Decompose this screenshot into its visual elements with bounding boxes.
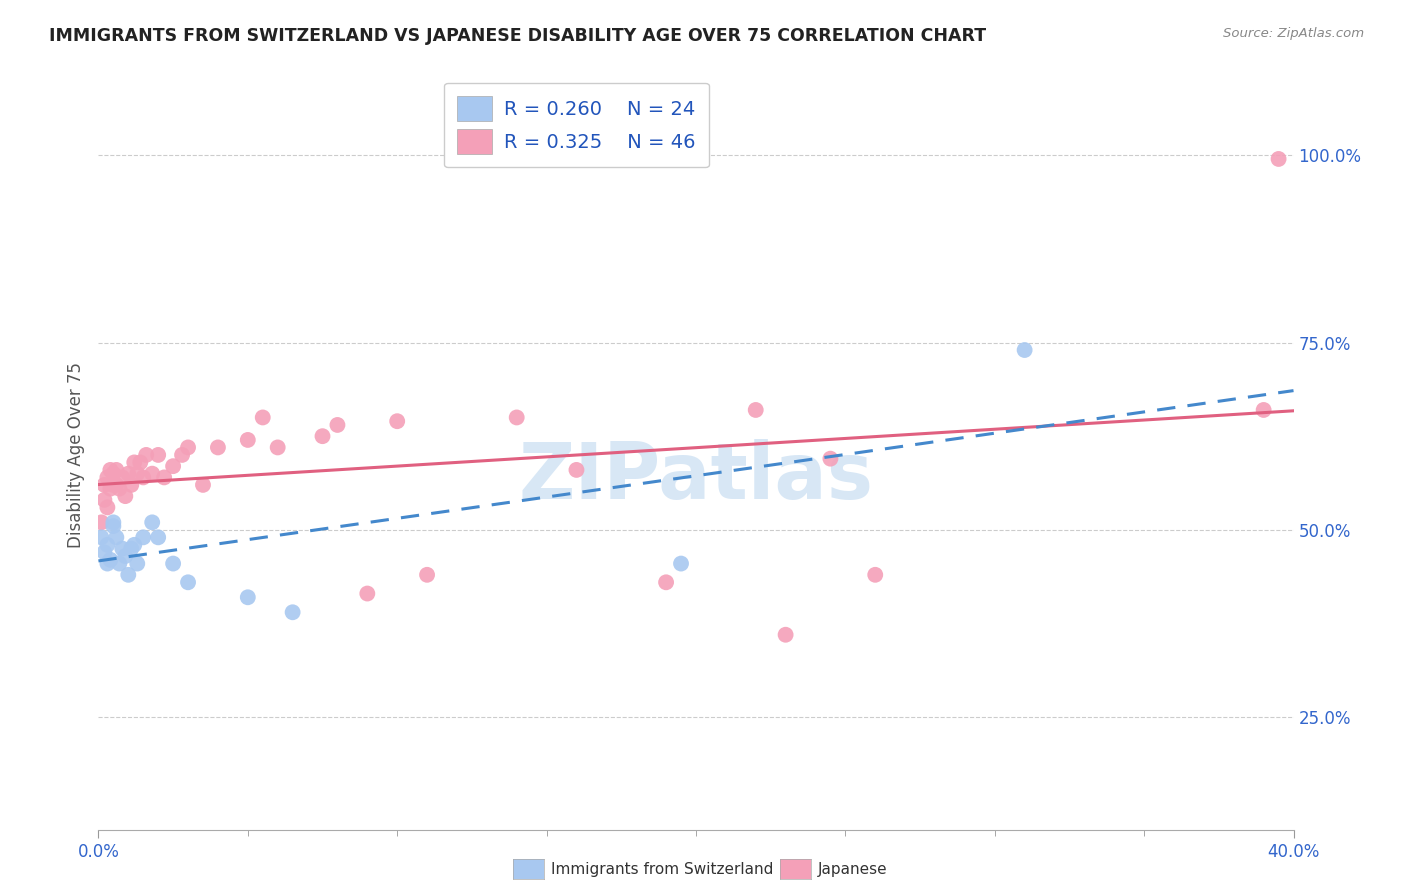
Point <box>114 549 136 563</box>
Point <box>124 455 146 469</box>
Point <box>124 538 146 552</box>
Point <box>105 530 128 544</box>
Point <box>252 410 274 425</box>
Point <box>162 459 184 474</box>
Point <box>108 557 131 571</box>
Point <box>108 482 131 496</box>
Point <box>127 557 149 571</box>
Point <box>1253 403 1275 417</box>
Point <box>120 541 142 556</box>
Point <box>506 410 529 425</box>
Y-axis label: Disability Age Over 75: Disability Age Over 75 <box>66 362 84 548</box>
Point <box>103 478 125 492</box>
Point <box>105 478 128 492</box>
Point <box>90 530 112 544</box>
Point <box>565 463 588 477</box>
Point <box>90 516 112 530</box>
Point <box>1014 343 1036 357</box>
Point <box>103 519 125 533</box>
Point <box>120 478 142 492</box>
Point <box>385 414 409 428</box>
Point <box>93 492 115 507</box>
Point <box>267 441 290 455</box>
Point <box>177 575 200 590</box>
Text: Japanese: Japanese <box>818 863 889 877</box>
Point <box>96 500 118 515</box>
Point <box>141 516 163 530</box>
Text: Immigrants from Switzerland: Immigrants from Switzerland <box>551 863 773 877</box>
Point <box>356 586 378 600</box>
Point <box>207 441 229 455</box>
Point <box>281 605 304 619</box>
Point <box>127 467 149 481</box>
Text: Source: ZipAtlas.com: Source: ZipAtlas.com <box>1223 27 1364 40</box>
Point <box>93 545 115 559</box>
Point <box>96 470 118 484</box>
Point <box>191 478 214 492</box>
Point <box>98 553 122 567</box>
Point <box>111 470 134 484</box>
Point <box>655 575 678 590</box>
Point <box>669 557 692 571</box>
Point <box>236 433 259 447</box>
Point <box>117 467 139 481</box>
Point <box>236 591 259 605</box>
Point <box>103 516 125 530</box>
Point <box>177 441 200 455</box>
Text: ZIPatlas: ZIPatlas <box>519 440 873 516</box>
Point <box>96 538 118 552</box>
Point <box>98 463 122 477</box>
Point <box>141 467 163 481</box>
Point <box>148 530 170 544</box>
Point <box>135 448 157 462</box>
Point <box>96 557 118 571</box>
Point <box>129 455 152 469</box>
Point <box>153 470 176 484</box>
Legend: R = 0.260    N = 24, R = 0.325    N = 46: R = 0.260 N = 24, R = 0.325 N = 46 <box>444 82 709 168</box>
Point <box>148 448 170 462</box>
Point <box>311 429 333 443</box>
Text: IMMIGRANTS FROM SWITZERLAND VS JAPANESE DISABILITY AGE OVER 75 CORRELATION CHART: IMMIGRANTS FROM SWITZERLAND VS JAPANESE … <box>49 27 987 45</box>
Point <box>326 417 349 432</box>
Point <box>93 478 115 492</box>
Point <box>745 403 768 417</box>
Point <box>105 463 128 477</box>
Point <box>114 489 136 503</box>
Point <box>172 448 194 462</box>
Point <box>98 482 122 496</box>
Point <box>865 567 887 582</box>
Point <box>416 567 439 582</box>
Point <box>775 628 797 642</box>
Point <box>1267 152 1289 166</box>
Point <box>103 467 125 481</box>
Point <box>111 541 134 556</box>
Point <box>820 451 842 466</box>
Point <box>132 470 155 484</box>
Point <box>162 557 184 571</box>
Point <box>132 530 155 544</box>
Point <box>117 567 139 582</box>
